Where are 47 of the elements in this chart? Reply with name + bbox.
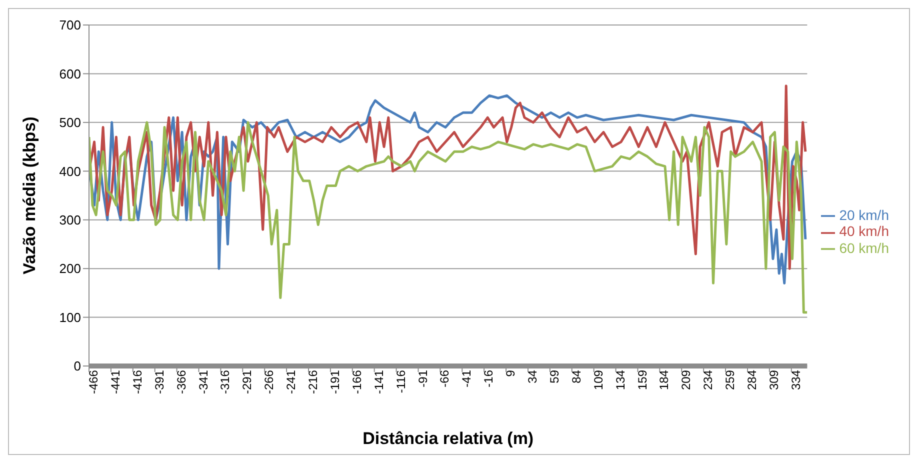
x-tick-label: -366 — [174, 370, 188, 394]
x-tick-label: 59 — [547, 370, 562, 384]
legend-label: 60 km/h — [839, 240, 889, 256]
y-tick-label: 100 — [59, 310, 81, 325]
legend-label: 40 km/h — [839, 223, 889, 240]
x-tick-label: -291 — [240, 370, 254, 394]
x-tick-label: -41 — [460, 370, 474, 388]
x-tick-label: -316 — [218, 370, 232, 394]
x-tick-label: -391 — [152, 370, 166, 394]
x-tick-label: 234 — [701, 370, 716, 390]
x-tick-label: 9 — [504, 370, 518, 377]
x-tick-label: -116 — [394, 370, 408, 394]
x-tick-label: -241 — [284, 370, 298, 394]
line-series — [89, 121, 808, 314]
y-tick-label: 600 — [59, 66, 81, 82]
y-tick-label: 0 — [74, 358, 81, 374]
x-tick-label: 334 — [788, 370, 803, 390]
x-tick-label: -416 — [130, 370, 144, 394]
x-tick-label: 259 — [723, 370, 738, 390]
x-tick-label: 109 — [591, 370, 606, 390]
x-tick-label: 159 — [635, 370, 650, 390]
y-tick-label: 300 — [59, 212, 81, 228]
y-axis-title: Vazão média (kbps) — [20, 116, 40, 274]
x-axis-title: Distância relativa (m) — [362, 429, 534, 448]
y-tick-label: 700 — [59, 18, 81, 33]
x-tick-label: 309 — [766, 370, 781, 390]
x-tick-label: 209 — [679, 370, 694, 390]
x-tick-label: -191 — [328, 370, 342, 394]
x-tick-label: -91 — [416, 370, 430, 388]
legend-label: 20 km/h — [839, 207, 889, 224]
x-tick-label: -466 — [86, 370, 101, 394]
x-tick-label: 134 — [613, 370, 628, 390]
x-tick-label: 184 — [657, 370, 672, 390]
x-tick-label: -166 — [350, 370, 364, 394]
x-tick-label: -441 — [108, 370, 122, 394]
x-tick-label: -216 — [306, 370, 320, 394]
y-tick-label: 200 — [59, 261, 81, 276]
x-tick-label: 84 — [569, 370, 584, 384]
x-tick-label: 34 — [526, 370, 540, 384]
y-tick-label: 500 — [59, 115, 81, 130]
x-tick-label: -341 — [196, 370, 210, 394]
y-tick-label: 400 — [59, 164, 81, 179]
x-tick-label: -16 — [482, 370, 496, 388]
x-tick-label: -141 — [372, 370, 386, 394]
x-tick-label: -66 — [438, 370, 452, 388]
x-tick-label: 284 — [745, 370, 760, 390]
x-tick-label: -266 — [262, 370, 276, 394]
